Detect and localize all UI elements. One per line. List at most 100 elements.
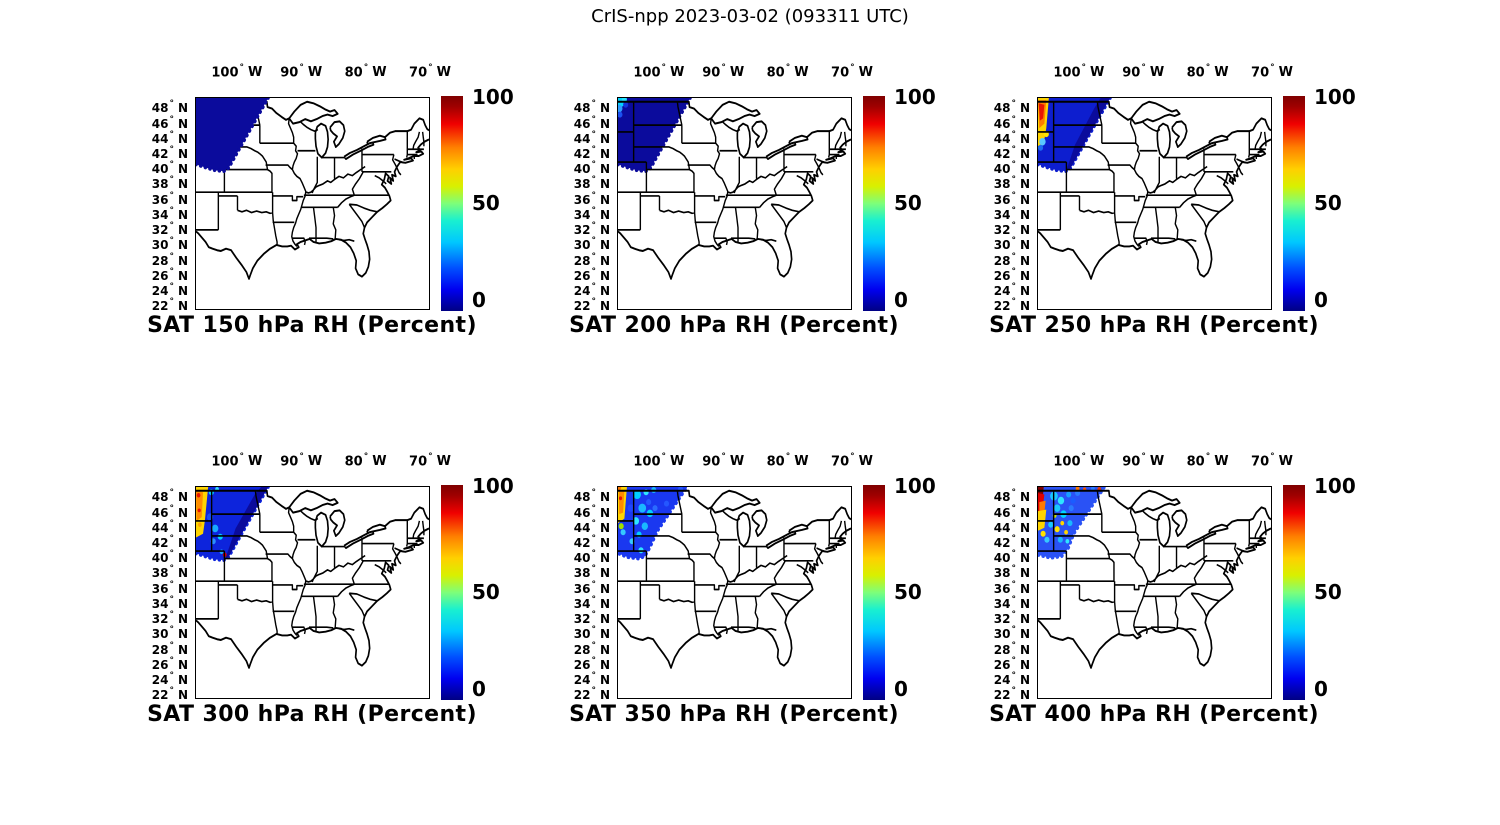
- degree-symbol: °: [169, 114, 174, 125]
- lat-tick-label: 40° N: [994, 549, 1030, 565]
- tick-value: 22: [151, 299, 169, 314]
- basemap-state-borders: [618, 100, 851, 280]
- degree-symbol: °: [169, 686, 174, 697]
- hemisphere-letter: N: [177, 642, 188, 657]
- tick-value: 26: [573, 657, 591, 672]
- basemap-state-borders: [196, 489, 429, 669]
- lat-tick-label: 36° N: [152, 191, 188, 207]
- degree-symbol: °: [239, 63, 244, 73]
- colorbar-min-label: 0: [1314, 288, 1328, 312]
- hemisphere-letter: N: [177, 627, 188, 642]
- degree-symbol: °: [1011, 205, 1016, 216]
- tick-value: 22: [993, 688, 1011, 703]
- tick-value: 30: [993, 238, 1011, 253]
- lat-tick-label: 32° N: [574, 221, 610, 237]
- hemisphere-letter: N: [177, 131, 188, 146]
- lat-tick-label: 48° N: [574, 99, 610, 115]
- hemisphere-letter: N: [599, 536, 610, 551]
- lat-tick-label: 36° N: [574, 191, 610, 207]
- hemisphere-letter: W: [729, 65, 745, 81]
- tick-value: 38: [993, 566, 1011, 581]
- panel-title: SAT 250 hPa RH (Percent): [989, 313, 1319, 338]
- lat-tick-label: 42° N: [152, 534, 188, 550]
- colorbar-mid-label: 50: [472, 191, 500, 215]
- hemisphere-letter: N: [1019, 283, 1030, 298]
- hemisphere-letter: W: [858, 454, 873, 470]
- hemisphere-letter: N: [599, 299, 610, 314]
- lat-tick-label: 44° N: [994, 519, 1030, 535]
- tick-value: 70: [831, 65, 850, 81]
- lat-tick-label: 22° N: [574, 686, 610, 702]
- lat-tick-label: 32° N: [994, 221, 1030, 237]
- tick-value: 40: [993, 162, 1011, 177]
- tick-value: 28: [993, 253, 1011, 268]
- lat-tick-label: 42° N: [994, 534, 1030, 550]
- hemisphere-letter: N: [177, 299, 188, 314]
- degree-symbol: °: [169, 640, 174, 651]
- tick-value: 42: [573, 147, 591, 162]
- hemisphere-letter: N: [1019, 162, 1030, 177]
- hemisphere-letter: W: [858, 65, 873, 81]
- hemisphere-letter: N: [177, 657, 188, 672]
- degree-symbol: °: [591, 266, 596, 277]
- degree-symbol: °: [1011, 640, 1016, 651]
- degree-symbol: °: [785, 63, 791, 73]
- degree-symbol: °: [1011, 266, 1016, 277]
- lat-tick-label: 26° N: [573, 266, 610, 283]
- lat-tick-label: 34° N: [152, 206, 188, 222]
- tick-value: 32: [151, 612, 169, 627]
- tick-value: 80: [1186, 65, 1205, 81]
- lon-tick-label: 100° W: [1053, 63, 1104, 80]
- hemisphere-letter: N: [1019, 207, 1030, 222]
- lat-tick-label: 46° N: [574, 504, 610, 520]
- degree-symbol: °: [1270, 63, 1275, 73]
- degree-symbol: °: [1141, 452, 1146, 462]
- lat-tick-label: 36° N: [994, 191, 1030, 207]
- map-area: 100° W 90° W 80° W 70° W 48° N 46° N 44° N 42° N 40° N 38…: [569, 452, 936, 727]
- hemisphere-letter: N: [599, 505, 610, 520]
- tick-value: 30: [993, 627, 1011, 642]
- hemisphere-letter: N: [177, 238, 188, 253]
- hemisphere-letter: N: [177, 253, 188, 268]
- lat-tick-label: 34° N: [993, 205, 1030, 222]
- hemisphere-letter: W: [1278, 454, 1293, 470]
- lat-tick-label: 26° N: [994, 656, 1030, 672]
- hemisphere-letter: N: [599, 596, 610, 611]
- lat-tick-label: 42° N: [574, 534, 610, 551]
- hemisphere-letter: N: [177, 177, 188, 192]
- lat-tick-label: 38° N: [152, 175, 188, 192]
- lat-tick-label: 36° N: [152, 580, 188, 596]
- hemisphere-letter: N: [599, 627, 610, 642]
- map-plot-box: [617, 97, 852, 310]
- longitude-axis: 100° W 90° W 80° W 70° W: [195, 452, 451, 473]
- lon-tick-label: 80° W: [345, 452, 387, 470]
- degree-symbol: °: [1011, 579, 1016, 590]
- tick-value: 36: [573, 581, 591, 596]
- hemisphere-letter: N: [177, 268, 188, 283]
- lat-tick-label: 46° N: [994, 115, 1030, 131]
- tick-value: 34: [993, 207, 1011, 222]
- lon-tick-label: 100° W: [1053, 452, 1104, 469]
- colorbar-max-label: 100: [1314, 474, 1356, 498]
- colorbar-mid-label: 50: [894, 191, 922, 215]
- lon-tick-label: 90° W: [702, 63, 745, 81]
- hemisphere-letter: W: [372, 65, 387, 81]
- tick-value: 24: [573, 672, 591, 687]
- lon-tick-label: 90° W: [280, 63, 322, 80]
- lon-tick-label: 100° W: [633, 452, 684, 469]
- colorbar: [1283, 485, 1305, 700]
- lon-tick-label: 70° W: [831, 63, 873, 81]
- lat-tick-label: 36° N: [994, 579, 1030, 596]
- tick-value: 26: [573, 268, 591, 283]
- hemisphere-letter: N: [177, 283, 188, 298]
- colorbar-min-label: 0: [894, 677, 908, 701]
- hemisphere-letter: W: [372, 454, 387, 470]
- lat-tick-label: 48° N: [994, 488, 1030, 504]
- tick-value: 32: [573, 612, 591, 627]
- degree-symbol: °: [591, 686, 596, 697]
- tick-value: 24: [993, 672, 1011, 687]
- degree-symbol: °: [299, 452, 304, 462]
- degree-symbol: °: [169, 99, 174, 110]
- lon-tick-label: 70° W: [409, 452, 451, 469]
- degree-symbol: °: [591, 114, 596, 125]
